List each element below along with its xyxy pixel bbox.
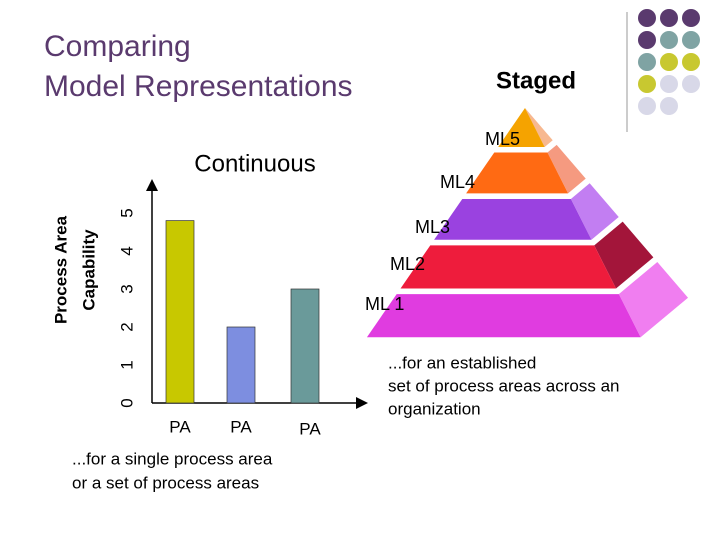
dot: [660, 75, 678, 93]
y-tick-label: 4: [117, 246, 136, 255]
slide-title: Comparing: [44, 30, 191, 63]
level-label: ML4: [440, 172, 475, 192]
caption: ...for an established: [388, 353, 536, 372]
dot: [638, 53, 656, 71]
level-front: [400, 245, 617, 289]
level-label: ML2: [390, 254, 425, 274]
level-side: [547, 144, 586, 194]
dot: [638, 97, 656, 115]
caption: set of process areas across an: [388, 376, 620, 395]
level-side: [618, 261, 689, 338]
staged-title: Staged: [496, 67, 576, 94]
bar: [290, 288, 320, 404]
dot: [660, 97, 678, 115]
level-label: ML 1: [365, 294, 404, 314]
y-tick-label: 1: [117, 360, 136, 369]
dot: [660, 31, 678, 49]
level-side: [594, 221, 654, 289]
y-label: Capability: [79, 229, 98, 311]
y-tick-label: 2: [117, 322, 136, 331]
dot: [682, 31, 700, 49]
level-front: [466, 152, 569, 194]
dot: [682, 75, 700, 93]
x-tick-label: PA: [169, 417, 191, 436]
dot: [682, 9, 700, 27]
y-label: Process Area: [51, 215, 70, 324]
bar: [165, 220, 195, 404]
chart-title: Continuous: [194, 150, 315, 177]
decoration: [638, 9, 700, 115]
bar: [226, 326, 256, 404]
y-tick-label: 5: [117, 208, 136, 217]
x-tick-label: PA: [230, 417, 252, 436]
caption: ...for a single process area: [72, 449, 273, 468]
level-side: [525, 108, 553, 147]
caption: organization: [388, 399, 481, 418]
dot: [638, 9, 656, 27]
y-tick-label: 0: [117, 398, 136, 407]
dot: [660, 9, 678, 27]
dot: [660, 53, 678, 71]
level-label: ML5: [485, 129, 520, 149]
dot: [638, 31, 656, 49]
slide-title: Model Representations: [44, 70, 353, 103]
level-front: [498, 108, 545, 147]
x-tick-label: PA: [299, 419, 321, 438]
dot: [682, 53, 700, 71]
level-side: [570, 183, 619, 240]
level-front: [366, 294, 641, 338]
level-label: ML3: [415, 217, 450, 237]
caption: or a set of process areas: [72, 473, 259, 492]
dot: [638, 75, 656, 93]
pyramid: ML5 ML4 ML3 ML2 ML 1: [365, 108, 689, 338]
level-front: [434, 198, 592, 240]
y-tick-label: 3: [117, 284, 136, 293]
